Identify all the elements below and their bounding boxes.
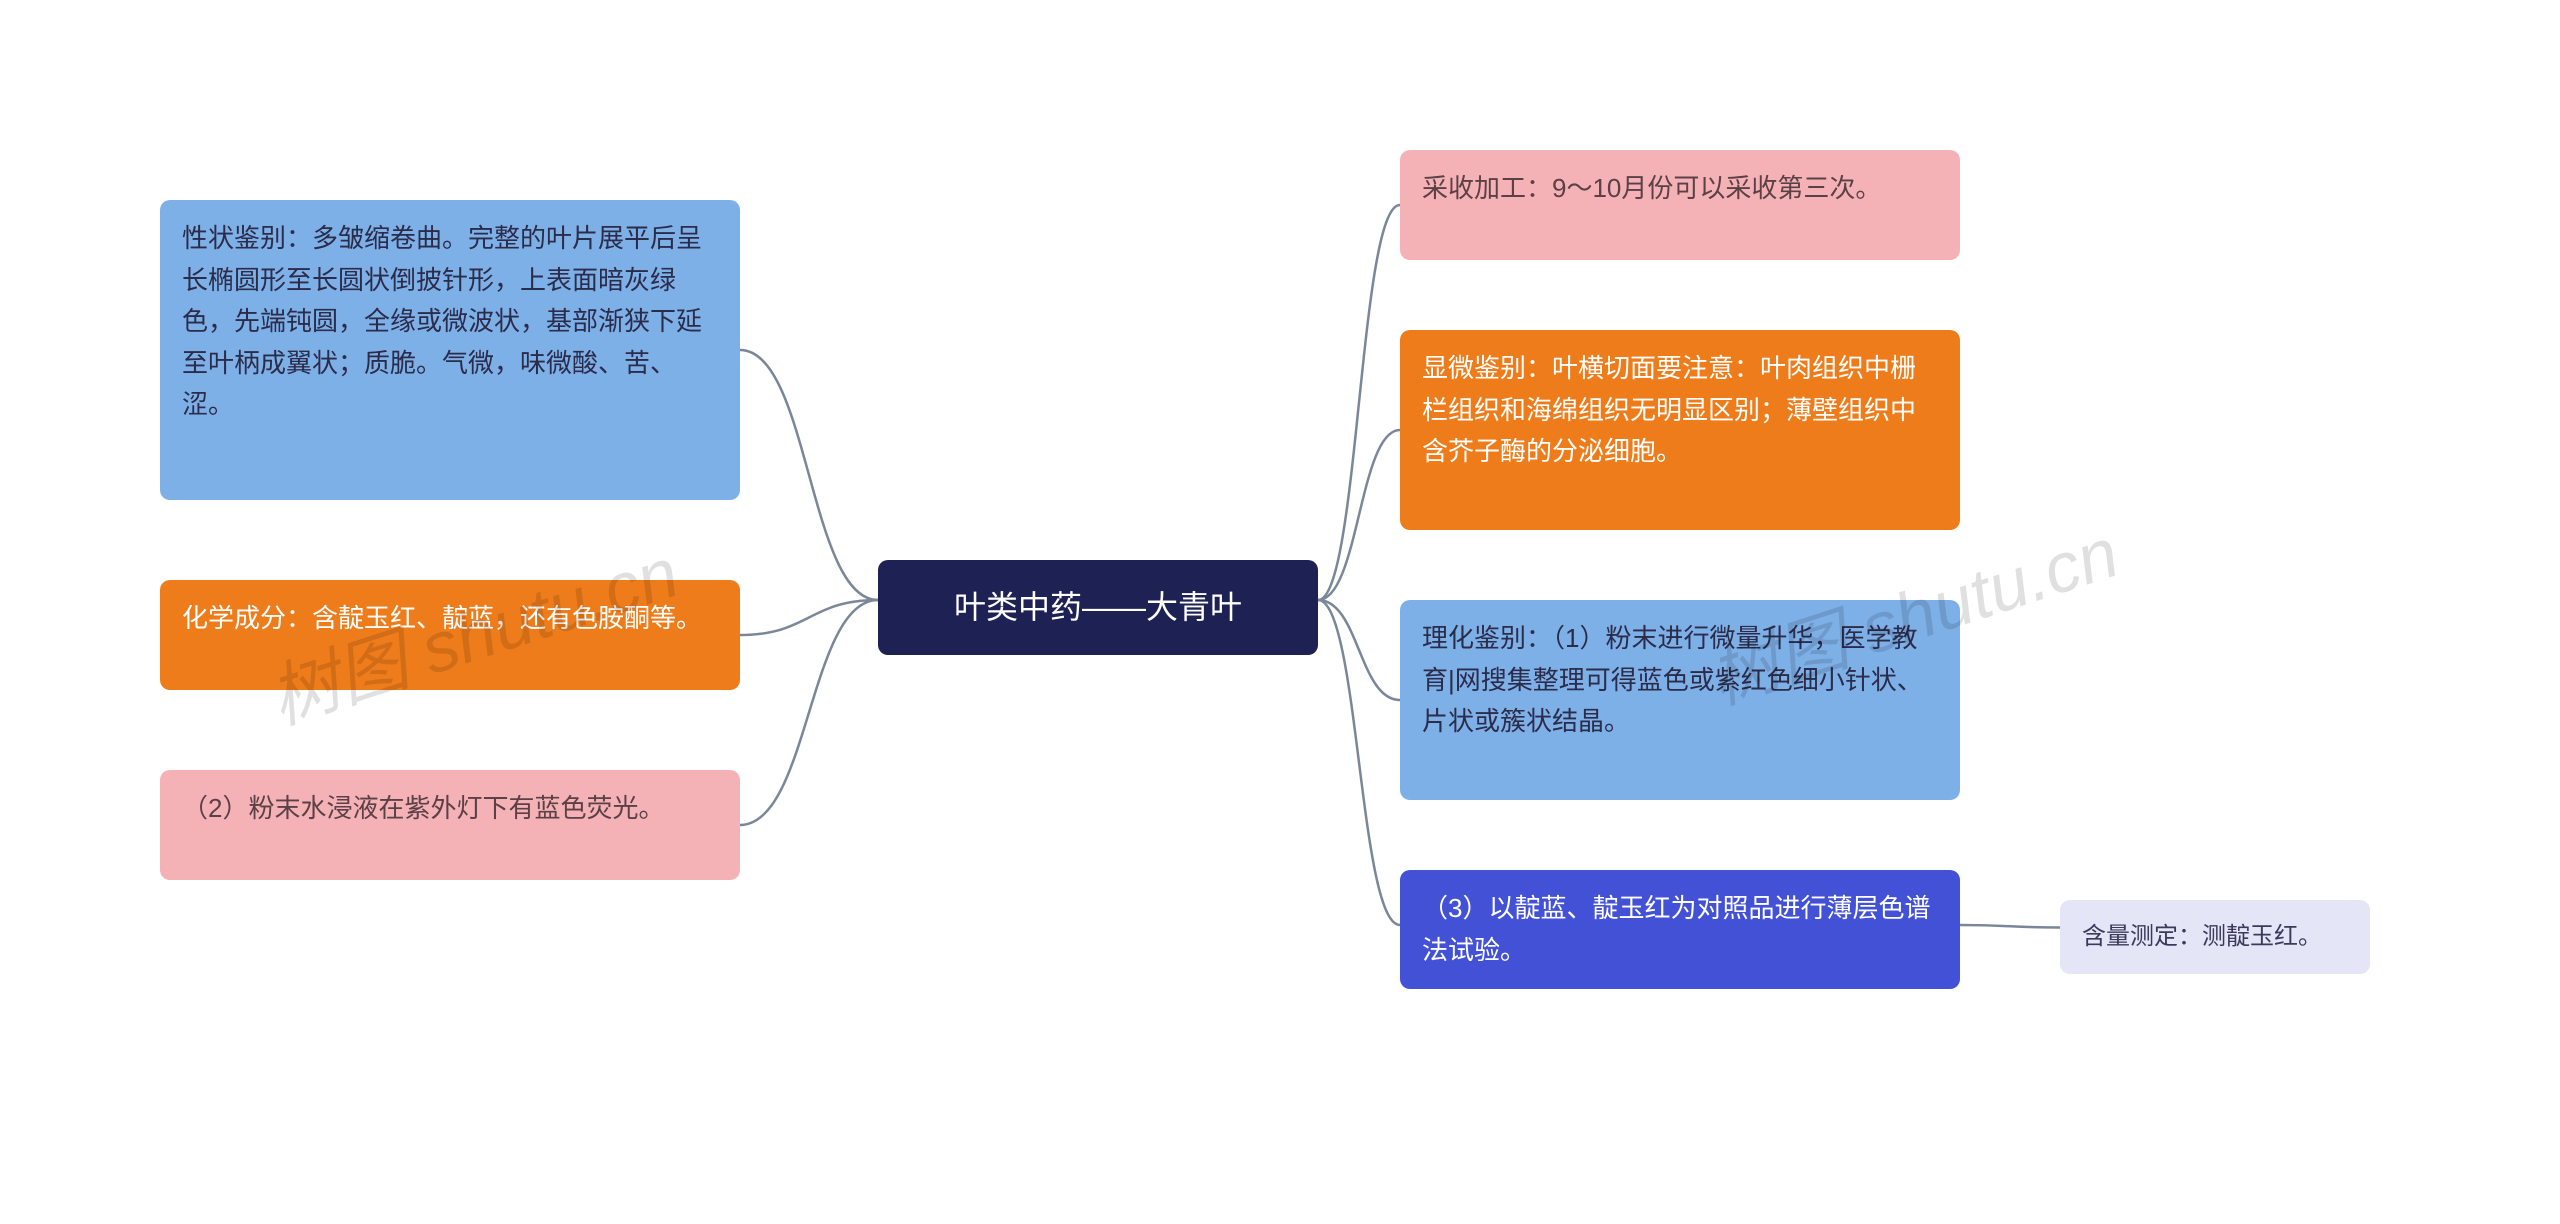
- left-node-3: （2）粉末水浸液在紫外灯下有蓝色荧光。: [160, 770, 740, 880]
- left-node-2: 化学成分：含靛玉红、靛蓝，还有色胺酮等。: [160, 580, 740, 690]
- root-node: 叶类中药——大青叶: [878, 560, 1318, 655]
- right-node-3: 理化鉴别：（1）粉末进行微量升华，医学教育|网搜集整理可得蓝色或紫红色细小针状、…: [1400, 600, 1960, 800]
- grandchild-node: 含量测定：测靛玉红。: [2060, 900, 2370, 974]
- right-node-2: 显微鉴别：叶横切面要注意：叶肉组织中栅栏组织和海绵组织无明显区别；薄壁组织中含芥…: [1400, 330, 1960, 530]
- right-node-4: （3）以靛蓝、靛玉红为对照品进行薄层色谱法试验。: [1400, 870, 1960, 989]
- right-node-1: 采收加工：9～10月份可以采收第三次。: [1400, 150, 1960, 260]
- left-node-1: 性状鉴别：多皱缩卷曲。完整的叶片展平后呈长椭圆形至长圆状倒披针形，上表面暗灰绿色…: [160, 200, 740, 500]
